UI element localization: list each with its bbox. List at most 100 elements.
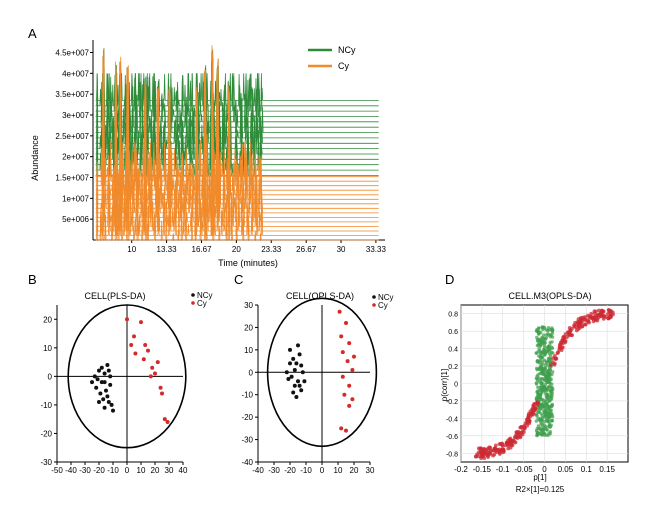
panel-b-point-ncy [95,377,100,382]
splot-point-red [481,446,486,451]
panel-b-x-tick-label: 20 [151,466,160,475]
panel-c-point-ncy [292,383,297,388]
splot-point-red [607,310,612,314]
splot-point-green [549,418,554,423]
splot-point-red [527,419,532,423]
splot-point-green [548,425,553,429]
splot-point-red [563,332,568,337]
panel-a-x-tick-label: 10 [127,245,136,254]
splot-point-red [513,435,518,439]
splot-point-red [560,338,565,343]
panel-b-point-cy [125,317,129,322]
splot-point-green [548,348,552,353]
panel-a-y-tick-label: 2e+007 [62,153,89,162]
splot-point-green [536,417,540,421]
panel-d-title: CELL.M3(OPLS-DA) [508,291,591,301]
panel-b-x-tick-label: 30 [165,466,174,475]
splot-point-red [523,421,528,426]
splot-point-green [539,411,543,416]
splot-point-green [535,343,540,348]
panel-b-point-ncy [102,405,107,410]
splot-point-red [482,456,487,461]
splot-point-red [599,314,604,318]
panel-c-point-ncy [292,368,297,373]
panel-d-xlabel: p[1] [533,473,546,482]
panel-c-point-cy [344,428,348,433]
panel-a-ylabel: Abundance [30,135,40,181]
panel-b-y-tick-label: -10 [40,401,52,410]
panel-d-x-tick-label: 0.05 [558,465,574,474]
panel-b-point-cy [162,417,167,422]
splot-point-green [534,329,539,333]
splot-point-green [538,341,542,346]
splot-point-green [548,432,552,436]
splot-point-red [476,446,481,451]
splot-point-green [536,338,541,343]
splot-point-green [540,325,544,329]
panel-d-x-tick-label: -0.15 [473,465,492,474]
splot-point-green [535,433,540,437]
panel-c-point-cy [345,359,350,364]
legend-c-cy-label: Cy [378,301,388,310]
panel-c-x-tick-label: 10 [334,466,343,475]
legend-c-ncy-marker [372,295,376,299]
panel-d-x-tick-label: 0.1 [581,465,593,474]
panel-d-y-tick-label: 0.4 [448,347,458,354]
panel-c-point-ncy [294,361,299,366]
panel-d-y-tick-label: 0 [454,382,458,389]
panel-c-y-tick-label: -30 [241,436,253,445]
panel-b-point-cy [158,385,163,390]
panel-b-point-ncy [111,408,115,413]
splot-point-red [599,308,604,313]
splot-point-green [544,395,549,400]
panel-b-point-ncy [105,394,110,399]
panel-b-y-tick-label: 20 [43,315,52,324]
panel-d-y-tick-label: -0.2 [446,399,458,406]
panel-b-legend: NCy Cy [191,291,213,308]
splot-point-red [510,438,515,443]
splot-point-green [545,403,550,408]
splot-point-red [576,327,581,331]
splot-point-green [535,359,540,363]
splot-point-red [521,425,526,429]
splot-point-green [549,377,553,381]
splot-point-green [543,399,547,404]
panel-label-d: D [445,272,454,287]
panel-c-x-tick-label: 30 [366,466,375,475]
panel-c-legend: NCy Cy [372,293,394,310]
panel-c-point-cy [350,397,355,402]
panel-d-x-tick-label: 0 [542,465,547,474]
panel-d-r2-note: R2×[1]=0.125 [516,485,565,494]
splot-point-red [500,447,505,452]
panel-c-point-cy [347,403,352,408]
panel-b-point-cy [160,391,164,396]
splot-point-red [476,454,481,459]
splot-point-green [543,352,547,356]
splot-point-red [550,360,555,365]
splot-point-red [592,311,597,316]
panel-d-x-tick-label: 0.15 [599,465,615,474]
splot-point-red [585,319,590,324]
splot-point-green [542,358,547,363]
splot-point-green [538,365,542,369]
splot-point-red [603,315,608,319]
splot-point-green [535,335,539,340]
splot-point-red [555,351,560,356]
splot-point-green [549,389,553,393]
panel-c-point-cy [347,383,352,388]
panel-a-y-tick-label: 5e+006 [62,215,89,224]
splot-point-red [553,356,558,361]
panel-b-point-cy [139,320,143,325]
splot-point-green [542,409,546,413]
panel-c-point-cy [339,426,344,431]
splot-point-green [537,426,541,431]
panel-d-y-tick-label: -0.4 [446,416,458,423]
splot-point-red [493,446,497,450]
panel-b-x-tick-label: -20 [93,466,105,475]
panel-b-point-ncy [99,380,104,385]
splot-point-green [534,381,539,385]
splot-point-red [587,314,592,319]
splot-point-green [536,373,540,377]
panel-c-hotelling-ellipse [266,297,378,448]
splot-point-red [580,324,584,329]
